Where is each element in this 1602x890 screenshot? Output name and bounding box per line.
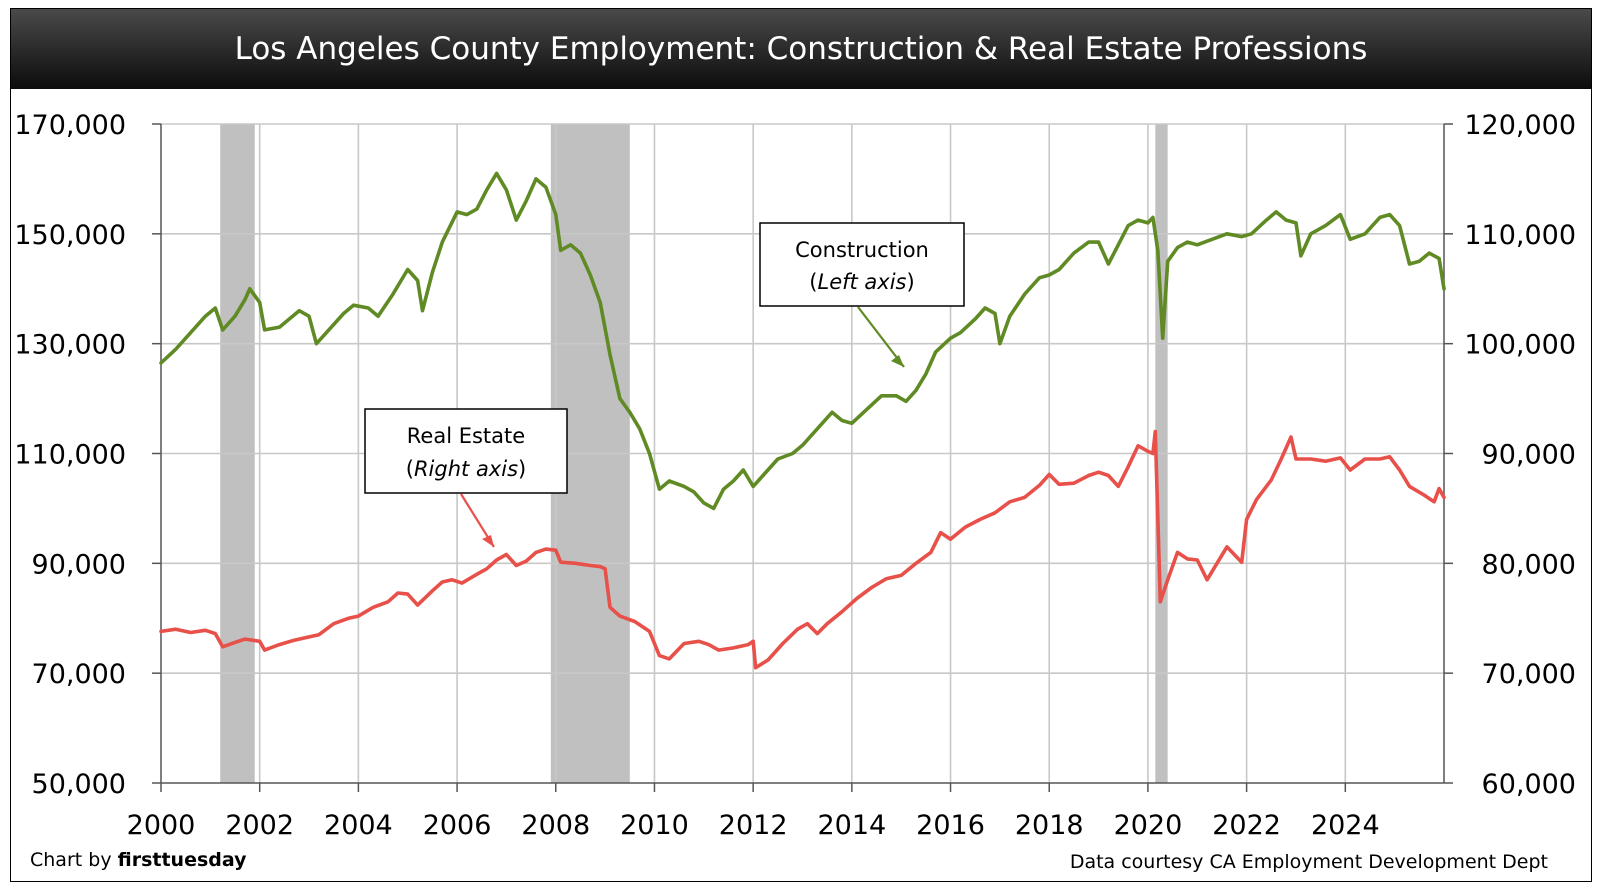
- callout-construction-arrow: [857, 306, 905, 368]
- x-tick-label-2002: 2002: [225, 810, 294, 841]
- x-tick-label-2018: 2018: [1015, 810, 1084, 841]
- callout-construction-box: [759, 222, 965, 307]
- chart-title: Los Angeles County Employment: Construct…: [11, 9, 1591, 89]
- series-line-real-estate: [159, 429, 1446, 670]
- right-tick-label-6: 120,000: [1464, 110, 1576, 141]
- left-tick-label-4: 130,000: [14, 330, 126, 361]
- series-lines: [159, 171, 1446, 670]
- right-tick-label-2: 80,000: [1482, 549, 1576, 580]
- right-tick-label-5: 110,000: [1464, 220, 1576, 251]
- x-tick-label-2006: 2006: [423, 810, 492, 841]
- x-tick-label-2004: 2004: [324, 810, 393, 841]
- x-tick-label-2010: 2010: [620, 810, 689, 841]
- left-tick-label-1: 70,000: [32, 659, 126, 690]
- credit-left: Chart by firsttuesday: [30, 849, 247, 871]
- callout-realestate: Real Estate (Right axis): [364, 408, 568, 548]
- right-tick-label-0: 60,000: [1482, 769, 1576, 800]
- x-tick-label-2022: 2022: [1212, 810, 1281, 841]
- x-tick-label-2020: 2020: [1114, 810, 1183, 841]
- x-tick-label-2012: 2012: [719, 810, 788, 841]
- callout-construction: Construction (Left axis): [759, 222, 965, 368]
- x-tick-label-2024: 2024: [1311, 810, 1380, 841]
- callout-construction-line1: Construction: [795, 238, 929, 262]
- left-tick-label-6: 170,000: [14, 110, 126, 141]
- callout-realestate-box: [364, 408, 568, 494]
- callout-realestate-line2: (Right axis): [406, 457, 526, 481]
- left-tick-label-3: 110,000: [14, 440, 126, 471]
- right-tick-label-4: 100,000: [1464, 330, 1576, 361]
- credit-left-prefix: Chart by: [30, 849, 118, 871]
- right-tick-label-3: 90,000: [1482, 440, 1576, 471]
- x-tick-label-2016: 2016: [916, 810, 985, 841]
- x-tick-label-2014: 2014: [817, 810, 886, 841]
- series-line-construction: [159, 171, 1446, 511]
- credit-left-brand: firsttuesday: [118, 849, 247, 871]
- callout-construction-arrowhead: [891, 355, 904, 367]
- right-tick-label-1: 70,000: [1482, 659, 1576, 690]
- chart-frame: Los Angeles County Employment: Construct…: [10, 8, 1592, 882]
- callout-realestate-axis: Right axis: [414, 457, 518, 481]
- axes: [152, 123, 1453, 792]
- x-tick-label-2000: 2000: [127, 810, 196, 841]
- callout-realestate-line1: Real Estate: [407, 424, 525, 448]
- callout-construction-axis: Left axis: [818, 270, 907, 294]
- callout-realestate-arrowhead: [482, 535, 494, 547]
- tick-labels: 50,000 60,000 70,000 70,000 90,000 80,000 110,…: [14, 110, 1576, 841]
- callout-construction-line2: (Left axis): [809, 270, 914, 294]
- left-tick-label-5: 150,000: [14, 220, 126, 251]
- credit-right: Data courtesy CA Employment Development …: [1070, 851, 1548, 873]
- left-tick-label-0: 50,000: [32, 769, 126, 800]
- left-tick-label-2: 90,000: [32, 549, 126, 580]
- x-tick-label-2008: 2008: [521, 810, 590, 841]
